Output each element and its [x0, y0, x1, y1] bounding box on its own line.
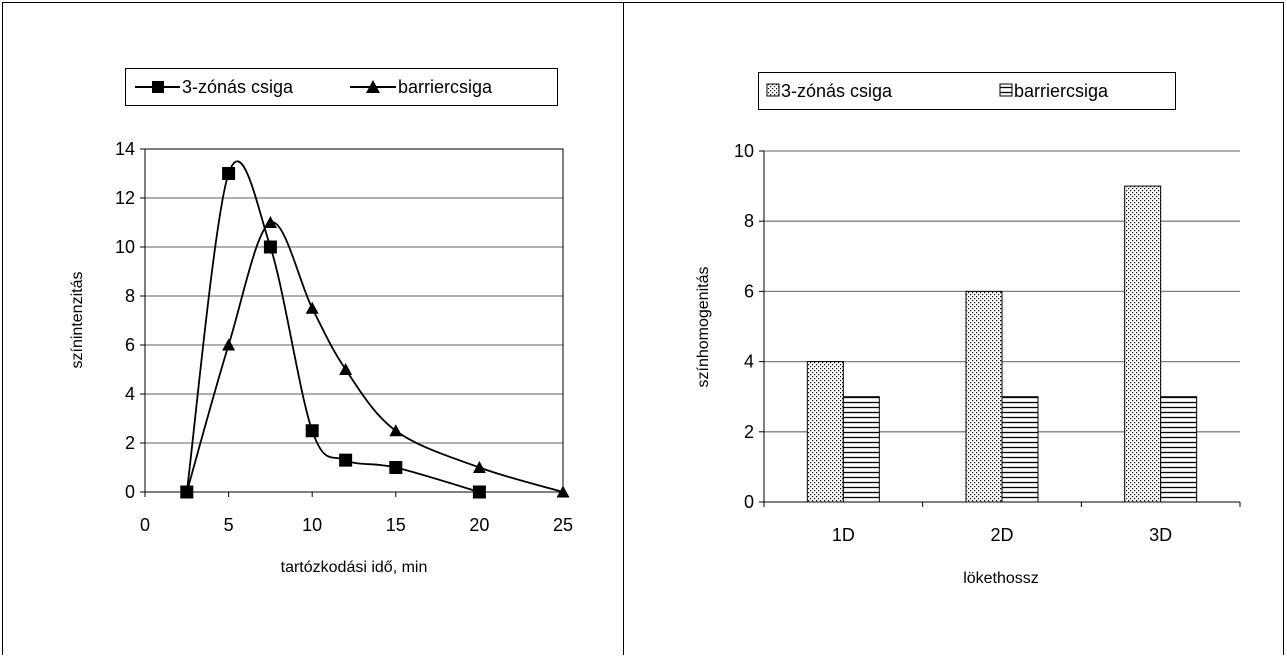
bar-chart-y-tick-label: 4	[744, 352, 754, 372]
bar-chart-y-tick-label: 10	[734, 141, 754, 161]
line-chart-x-tick-label: 15	[386, 515, 406, 535]
bar-3-zonas-3D	[1124, 185, 1162, 503]
bar-chart-x-tick-label: 2D	[990, 525, 1013, 545]
data-point-barrier	[263, 216, 277, 228]
bar-chart-y-tick-label: 6	[744, 281, 754, 301]
bar-chart-x-tick-label: 1D	[832, 525, 855, 545]
right-panel-frame	[623, 2, 1284, 660]
data-point-3-zonas	[263, 240, 277, 254]
line-chart-y-tick-label: 6	[125, 335, 135, 355]
line-chart-y-tick-label: 2	[125, 433, 135, 453]
line-chart-x-tick-label: 10	[302, 515, 322, 535]
line-chart-x-ticks: 0 5 10 15 20 25	[140, 492, 573, 535]
data-point-barrier	[305, 301, 319, 314]
line-chart-y-tick-label: 10	[115, 237, 135, 257]
legend-square-marker-icon	[152, 81, 164, 93]
bar-chart-x-ticks: 1D 2D 3D	[763, 502, 1241, 545]
line-chart-x-tick-label: 0	[140, 515, 150, 535]
bar-chart-y-tick-label: 8	[744, 211, 754, 231]
line-series-3-zonas	[185, 160, 480, 493]
line-chart: 0 2 4 6 8 10 12 14 0 5 10 15 20 25 tartózkodási idő,…	[69, 68, 573, 576]
data-point-barrier	[339, 363, 353, 375]
line-chart-plot-area	[144, 148, 564, 493]
data-point-3-zonas	[305, 424, 319, 438]
line-chart-x-tick-label: 5	[224, 515, 234, 535]
bar-3-zonas-2D	[965, 290, 1003, 503]
bar-3-zonas-1D	[806, 361, 844, 503]
bar-legend-label-barrier: barriercsiga	[1014, 81, 1109, 101]
line-chart-x-tick-label: 25	[553, 515, 573, 535]
bar-barrier-3D	[1160, 396, 1198, 503]
bar-chart-x-tick-label: 3D	[1149, 525, 1172, 545]
line-chart-legend: 3-zónás csiga barriercsiga	[125, 68, 558, 106]
line-chart-y-ticks: 0 2 4 6 8 10 12 14	[115, 139, 145, 502]
data-point-barrier	[222, 338, 236, 351]
legend-dotted-swatch-icon	[766, 83, 780, 97]
line-chart-y-tick-label: 8	[125, 286, 135, 306]
data-point-barrier	[389, 424, 403, 437]
data-point-3-zonas	[222, 167, 236, 180]
line-chart-gridlines	[145, 197, 563, 444]
bar-chart-y-ticks: 0 2 4 6 8 10	[734, 141, 764, 512]
bar-chart: 0 2 4 6 8 10 1D 2D 3D lökethossz színhomogenitá…	[695, 72, 1241, 587]
bar-barrier-2D	[1001, 396, 1039, 503]
bar-barrier-1D	[842, 396, 880, 503]
line-chart-y-tick-label: 12	[115, 188, 135, 208]
bar-chart-legend-box	[758, 72, 1176, 110]
data-point-barrier	[180, 485, 194, 498]
bar-chart-y-tick-label: 0	[744, 492, 754, 512]
line-chart-y-tick-label: 4	[125, 384, 135, 404]
bar-chart-y-axis-title: színhomogenitás	[695, 267, 712, 388]
line-legend-label-barrier: barriercsiga	[398, 77, 493, 97]
bar-legend-label-3-zonas: 3-zónás csiga	[781, 81, 893, 101]
line-chart-x-tick-label: 20	[469, 515, 489, 535]
line-chart-y-tick-label: 0	[125, 482, 135, 502]
line-chart-y-axis-title: színintenzitás	[69, 272, 86, 369]
data-point-3-zonas	[472, 485, 486, 499]
bar-chart-x-axis-title: lökethossz	[963, 570, 1039, 587]
line-legend-label-3-zonas: 3-zónás csiga	[182, 77, 294, 97]
data-point-barrier	[556, 485, 570, 498]
line-chart-y-tick-label: 14	[115, 139, 135, 159]
line-series-barrier	[185, 221, 564, 493]
line-chart-x-axis-title: tartózkodási idő, min	[281, 559, 428, 576]
legend-striped-swatch-icon	[999, 83, 1013, 97]
data-point-3-zonas	[389, 461, 403, 474]
bar-chart-bars	[806, 185, 1198, 503]
legend-triangle-marker-icon	[366, 80, 380, 93]
data-point-3-zonas	[339, 453, 353, 467]
bar-chart-y-tick-label: 2	[744, 422, 754, 442]
data-point-barrier	[472, 461, 486, 473]
bar-chart-legend: 3-zónás csiga barriercsiga	[758, 72, 1176, 110]
line-chart-series	[180, 160, 570, 499]
line-chart-legend-box	[125, 68, 558, 106]
